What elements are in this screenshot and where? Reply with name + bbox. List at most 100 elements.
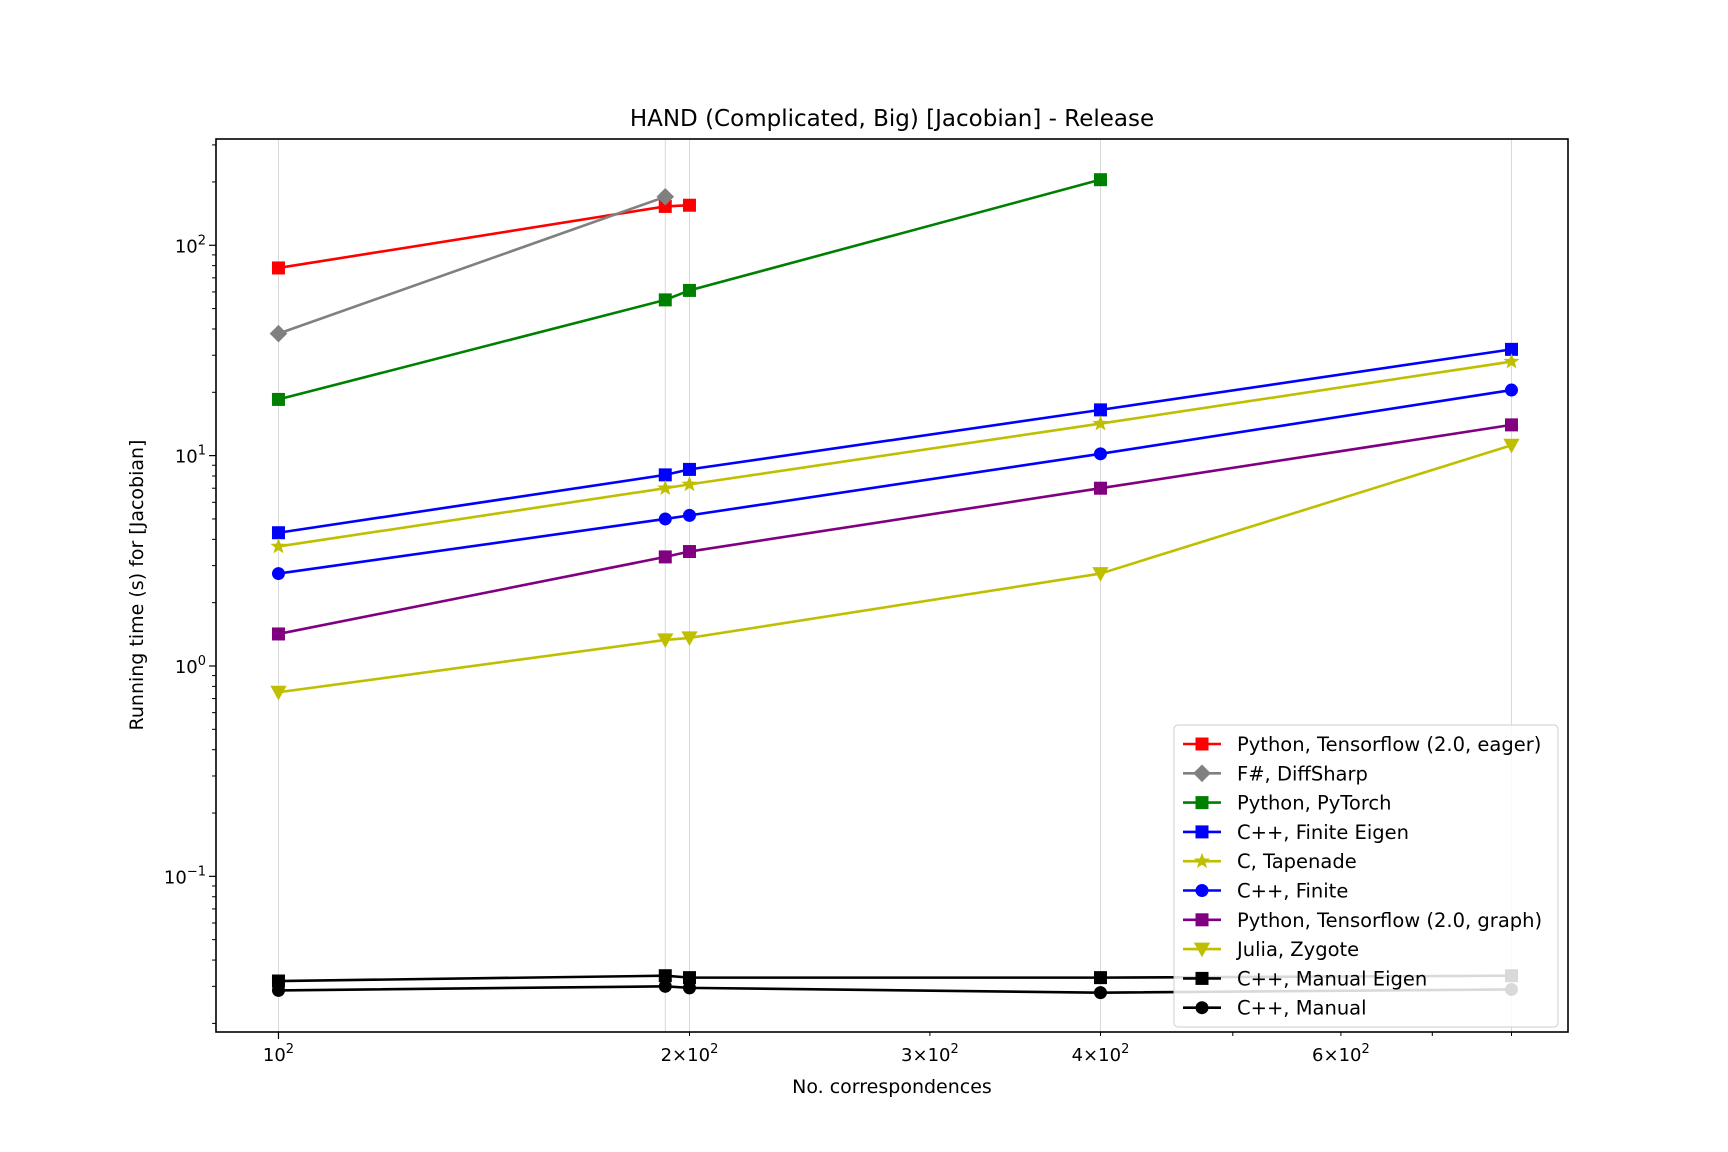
data-point	[271, 627, 285, 641]
legend-label: C++, Finite	[1237, 880, 1348, 903]
data-point	[658, 979, 672, 993]
data-point	[658, 199, 672, 213]
y-tick-label: 101	[175, 444, 206, 468]
legend: Python, Tensorflow (2.0, eager) F#, DiffS…	[1173, 724, 1559, 1028]
y-tick-label: 100	[175, 654, 206, 678]
data-point	[1193, 852, 1211, 869]
series-2	[271, 173, 1107, 406]
data-point	[1093, 971, 1107, 985]
data-point	[1093, 447, 1107, 461]
data-point	[1193, 764, 1211, 783]
data-point	[658, 512, 672, 526]
series-line	[278, 178, 1101, 401]
data-point	[271, 974, 285, 988]
x-tick-base: 10	[687, 1045, 710, 1066]
legend-entry: C++, Manual	[1183, 997, 1367, 1020]
data-point	[1195, 971, 1209, 985]
x-tick-multiplier: 4×	[1072, 1045, 1099, 1066]
legend-label: C, Tapenade	[1237, 850, 1357, 873]
series-layer	[269, 173, 1520, 1000]
legend-label: Julia, Zygote	[1235, 938, 1359, 961]
legend-label: C++, Manual Eigen	[1237, 967, 1427, 990]
x-tick-exponent: 2	[286, 1042, 294, 1057]
x-tick-base: 10	[1098, 1045, 1121, 1066]
y-tick-exponent: −1	[187, 864, 206, 879]
y-tick-base: 10	[175, 657, 198, 678]
x-tick-label: 6×102	[1312, 1042, 1370, 1066]
legend-label: C++, Finite Eigen	[1237, 821, 1409, 844]
data-point	[682, 545, 696, 559]
legend-label: Python, PyTorch	[1237, 792, 1392, 815]
x-tick-multiplier: 3×	[901, 1045, 928, 1066]
y-tick-label: 10−1	[164, 864, 206, 888]
data-point	[658, 468, 672, 482]
series-0	[271, 198, 696, 275]
series-5	[271, 383, 1518, 581]
series-7	[270, 438, 1520, 701]
legend-entry: Python, Tensorflow (2.0, graph)	[1183, 909, 1542, 932]
legend-entry: Python, Tensorflow (2.0, eager)	[1183, 733, 1541, 756]
x-tick-exponent: 2	[950, 1042, 958, 1057]
data-point	[657, 479, 674, 496]
data-point	[1504, 418, 1518, 432]
x-tick-base: 10	[1339, 1045, 1362, 1066]
data-point	[271, 392, 285, 406]
data-point	[269, 324, 288, 343]
x-tick-exponent: 2	[1121, 1042, 1129, 1057]
chart-title: HAND (Complicated, Big) [Jacobian] - Rel…	[630, 106, 1154, 132]
data-point	[270, 685, 287, 701]
x-tick-multiplier: 6×	[1312, 1045, 1339, 1066]
data-point	[658, 293, 672, 307]
series-6	[271, 418, 1518, 641]
y-tick-base: 10	[175, 236, 198, 257]
data-point	[657, 633, 674, 649]
data-point	[1093, 173, 1107, 187]
data-point	[270, 538, 287, 554]
y-tick-exponent: 1	[198, 444, 206, 459]
y-tick-exponent: 2	[198, 233, 206, 248]
x-tick-label: 2×102	[661, 1042, 719, 1066]
data-point	[271, 261, 285, 275]
data-point	[681, 475, 698, 492]
y-tick-label: 102	[175, 233, 206, 257]
y-axis-title: Running time (s) for [Jacobian]	[126, 440, 148, 731]
x-tick-exponent: 2	[1361, 1042, 1369, 1057]
data-point	[1092, 415, 1109, 431]
data-point	[1195, 1001, 1209, 1015]
data-point	[1093, 986, 1107, 1000]
legend-label: F#, DiffSharp	[1237, 762, 1368, 785]
data-point	[1092, 567, 1109, 582]
plot-frame	[215, 138, 1569, 1033]
data-point	[271, 567, 285, 581]
data-point	[658, 550, 672, 564]
data-point	[682, 508, 696, 522]
legend-entry: F#, DiffSharp	[1183, 762, 1368, 785]
data-point	[1195, 737, 1209, 751]
series-3	[271, 342, 1518, 540]
data-point	[658, 969, 672, 983]
series-4	[270, 353, 1520, 554]
data-point	[681, 631, 698, 647]
legend-entry: C++, Finite Eigen	[1183, 821, 1409, 844]
x-tick-multiplier: 2×	[661, 1045, 688, 1066]
data-point	[682, 462, 696, 476]
legend-box	[1173, 724, 1559, 1028]
legend-entry: C, Tapenade	[1183, 850, 1357, 873]
legend-entry: Python, PyTorch	[1183, 792, 1392, 815]
x-tick-exponent: 2	[710, 1042, 718, 1057]
data-point	[1195, 825, 1209, 839]
legend-entry: C++, Finite	[1183, 880, 1348, 903]
data-point	[271, 526, 285, 540]
x-tick-label: 4×102	[1072, 1042, 1130, 1066]
x-tick-base: 10	[263, 1045, 286, 1066]
data-point	[1195, 913, 1209, 927]
legend-entry: Julia, Zygote	[1183, 938, 1359, 961]
data-point	[1195, 884, 1209, 897]
data-point	[1503, 438, 1520, 454]
data-point	[1504, 342, 1518, 356]
data-point	[682, 971, 696, 985]
data-point	[1093, 403, 1107, 417]
series-line	[278, 195, 666, 335]
